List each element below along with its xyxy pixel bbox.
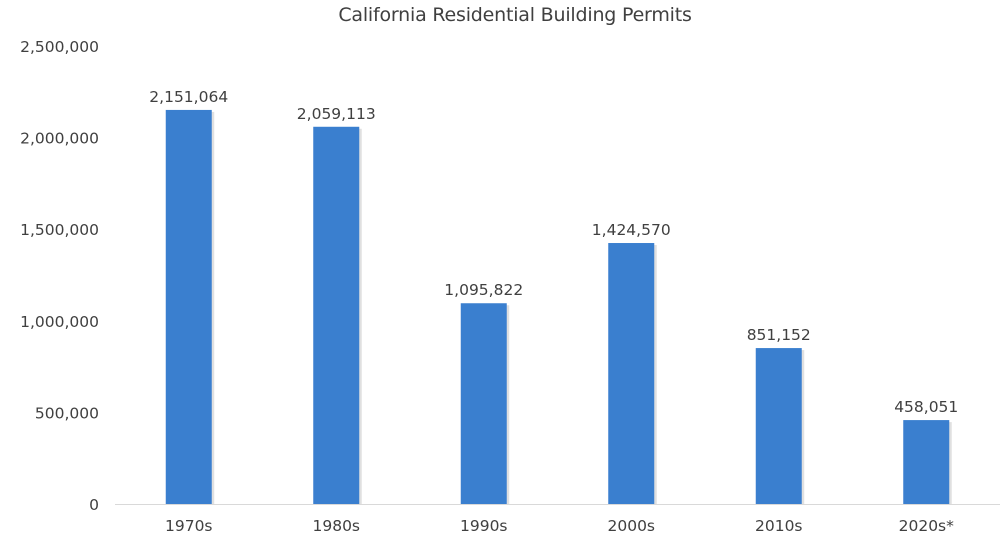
bar-1980s <box>313 126 360 504</box>
x-tick-label: 2010s <box>755 517 803 535</box>
bar-2010s <box>755 348 802 504</box>
y-tick-label: 2,000,000 <box>20 130 99 148</box>
x-axis: 1970s 1980s 1990s 2000s 2010s 2020s* <box>115 504 1000 535</box>
x-tick-label: 2000s <box>607 517 655 535</box>
x-tick-label: 2020s* <box>899 517 955 535</box>
data-label: 851,152 <box>747 326 811 344</box>
x-tick-label: 1970s <box>165 517 213 535</box>
data-labels: 2,151,064 2,059,113 1,095,822 1,424,570 851,… <box>149 88 958 416</box>
data-label: 2,059,113 <box>297 105 376 123</box>
bar-1990s <box>460 303 507 504</box>
data-label: 458,051 <box>894 398 958 416</box>
data-label: 2,151,064 <box>149 88 228 106</box>
data-label: 1,424,570 <box>592 221 671 239</box>
y-tick-label: 1,500,000 <box>20 221 99 239</box>
bar-2000s <box>608 243 655 504</box>
bars <box>165 109 952 504</box>
y-axis: 0 500,000 1,000,000 1,500,000 2,000,000 2,500… <box>20 38 99 514</box>
bar-1970s <box>165 109 212 504</box>
bar-2020s <box>903 420 950 504</box>
chart-title: California Residential Building Permits <box>338 4 692 26</box>
y-tick-label: 2,500,000 <box>20 38 99 56</box>
y-tick-label: 500,000 <box>35 404 99 422</box>
x-tick-label: 1980s <box>312 517 360 535</box>
data-label: 1,095,822 <box>444 281 523 299</box>
y-tick-label: 0 <box>89 496 99 514</box>
y-tick-label: 1,000,000 <box>20 313 99 331</box>
x-tick-label: 1990s <box>460 517 508 535</box>
